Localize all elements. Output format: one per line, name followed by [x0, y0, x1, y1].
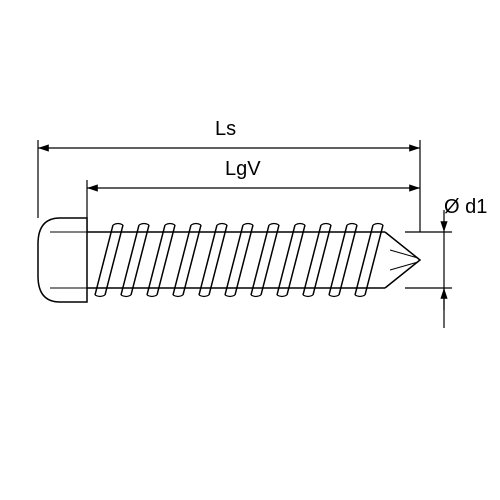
- tip-flute-1: [390, 250, 418, 258]
- screw-technical-diagram: [0, 0, 500, 500]
- thread-group: [95, 225, 383, 295]
- thread-crest-bottom: [95, 295, 365, 297]
- thread-crest-top: [113, 224, 383, 226]
- tip-flute-2: [390, 262, 418, 270]
- label-lgv: LgV: [225, 158, 261, 181]
- screw-tip: [385, 232, 420, 288]
- label-d1: Ø d1: [444, 196, 487, 219]
- label-ls: Ls: [215, 118, 236, 141]
- screw-head: [38, 218, 87, 302]
